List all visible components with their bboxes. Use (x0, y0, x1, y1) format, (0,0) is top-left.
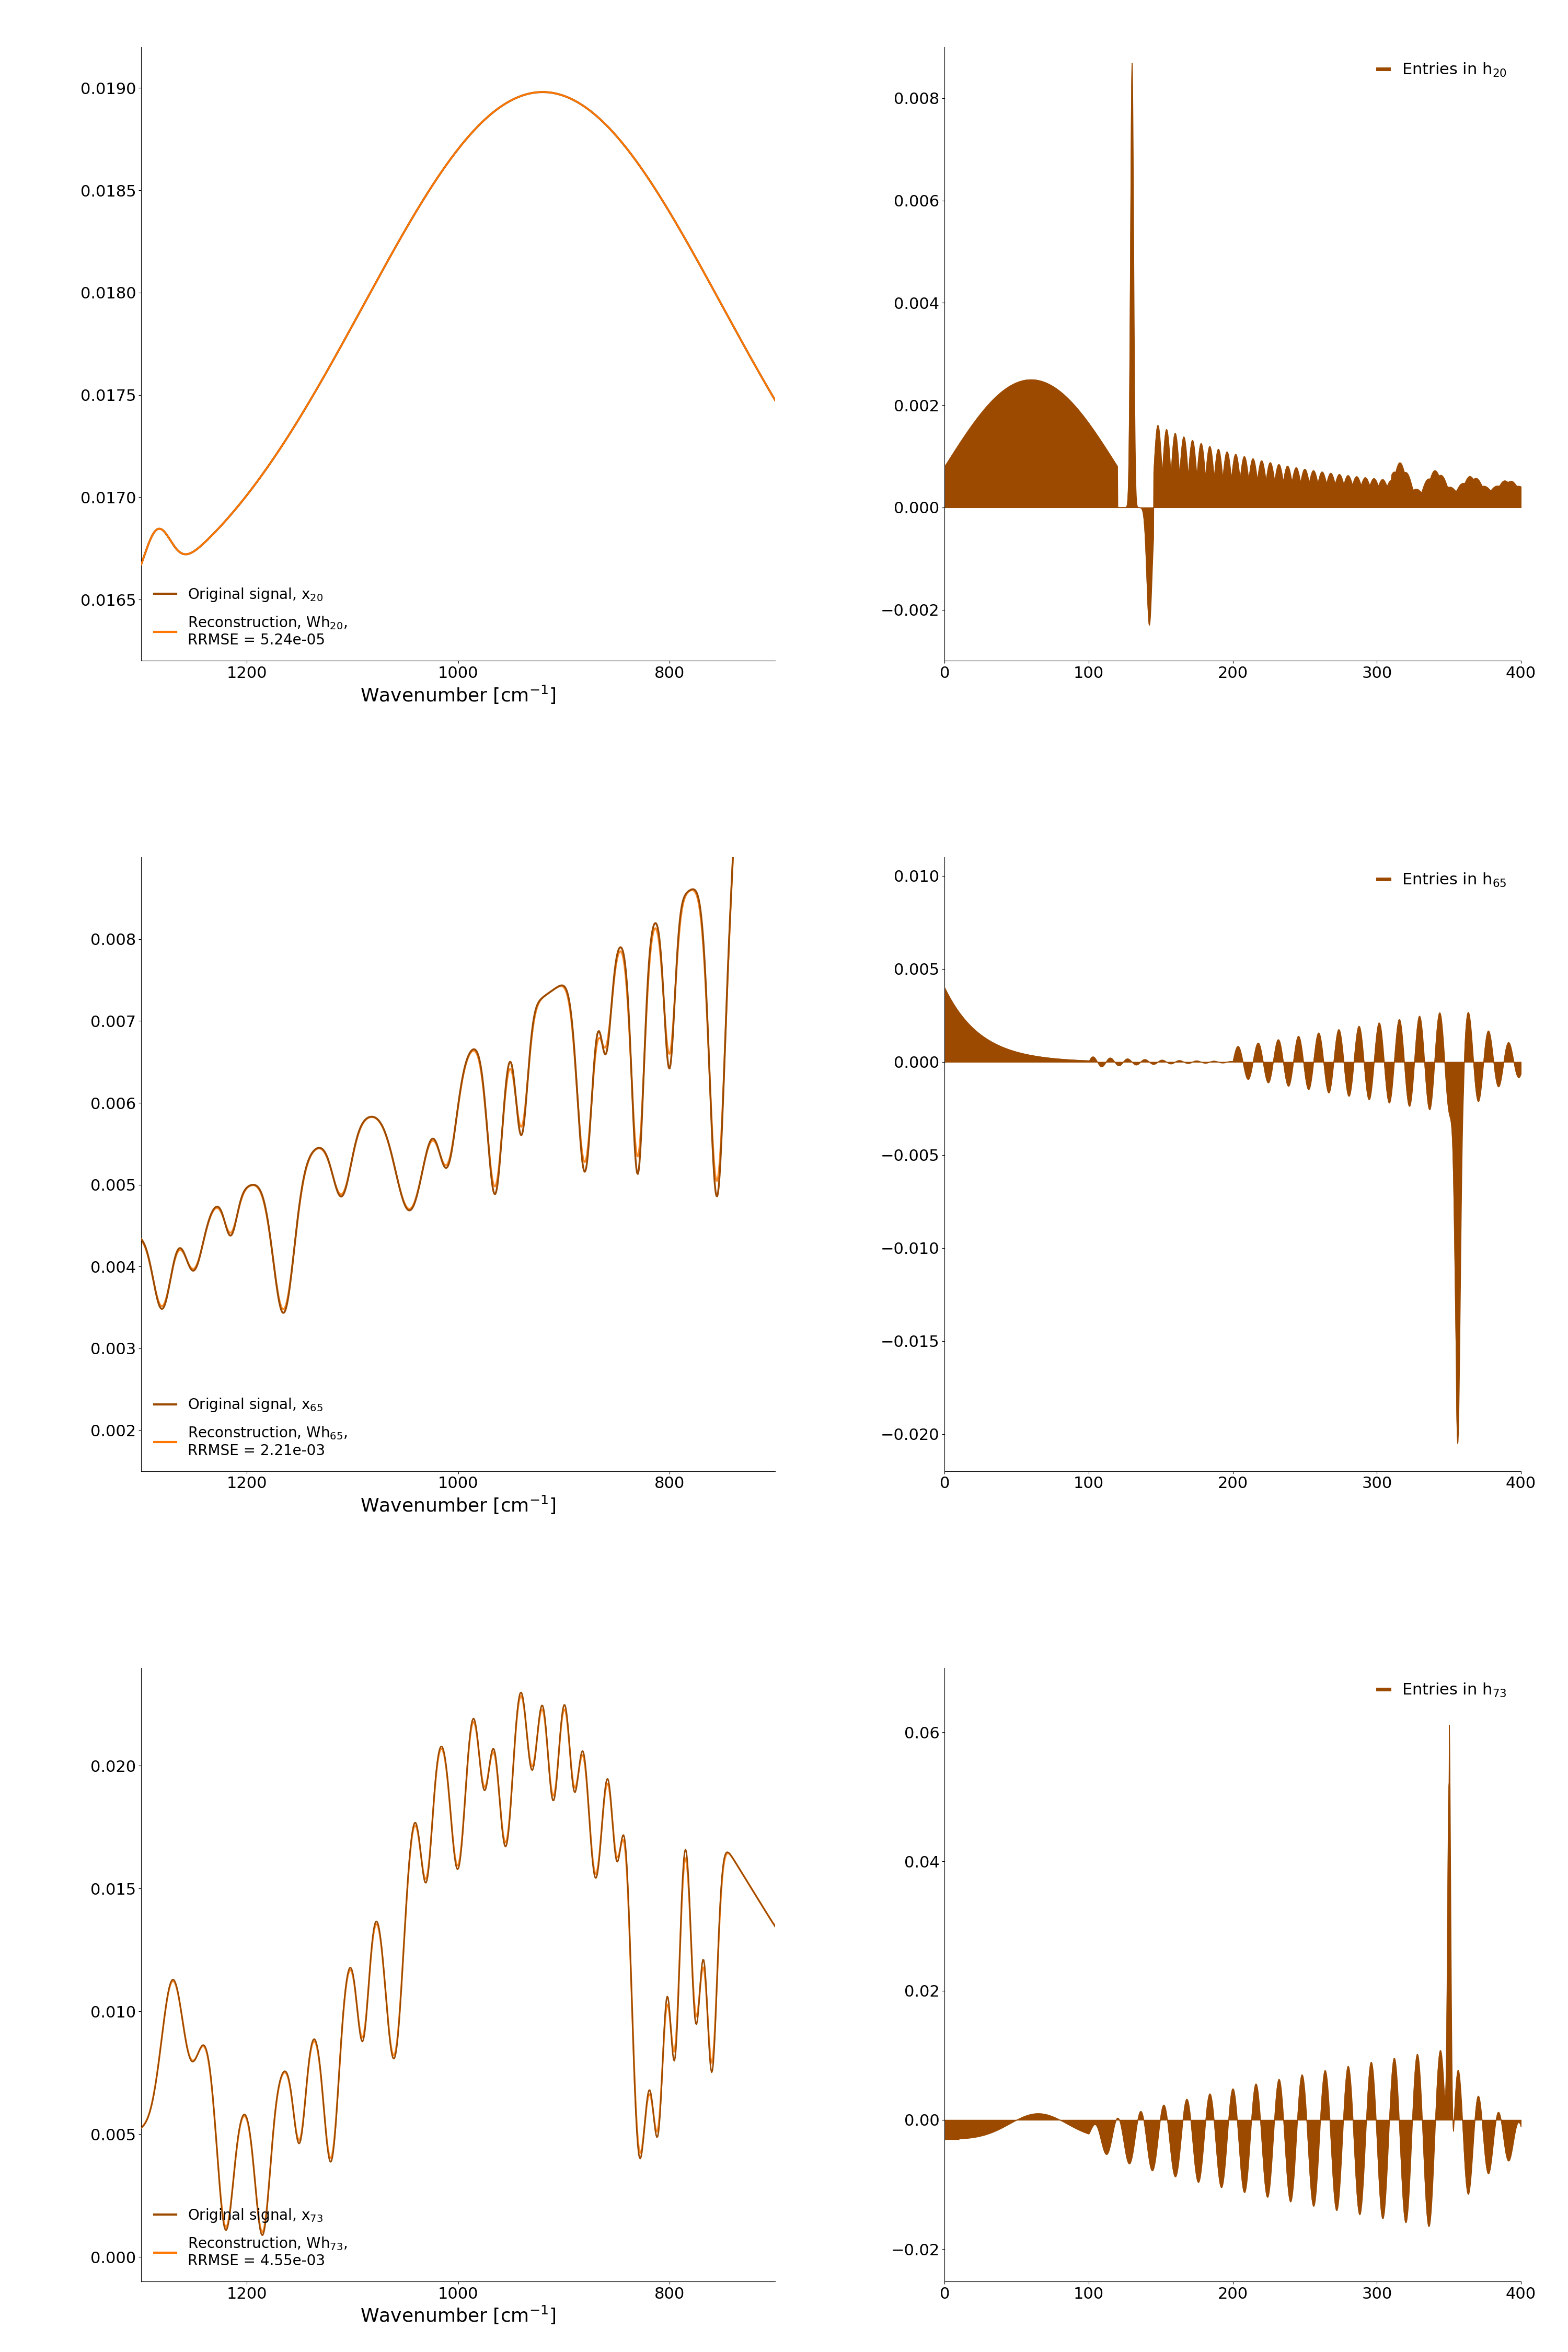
Legend: Original signal, x$_{65}$, Reconstruction, Wh$_{65}$,
RRMSE = 2.21e-03: Original signal, x$_{65}$, Reconstructio… (149, 1390, 353, 1463)
Legend: Entries in h$_{73}$: Entries in h$_{73}$ (1372, 1675, 1513, 1705)
X-axis label: Wavenumber [cm$^{-1}$]: Wavenumber [cm$^{-1}$] (361, 684, 557, 706)
X-axis label: Wavenumber [cm$^{-1}$]: Wavenumber [cm$^{-1}$] (361, 1494, 557, 1515)
Legend: Original signal, x$_{73}$, Reconstruction, Wh$_{73}$,
RRMSE = 4.55e-03: Original signal, x$_{73}$, Reconstructio… (149, 2201, 353, 2274)
Legend: Entries in h$_{20}$: Entries in h$_{20}$ (1372, 54, 1513, 85)
Legend: Original signal, x$_{20}$, Reconstruction, Wh$_{20}$,
RRMSE = 5.24e-05: Original signal, x$_{20}$, Reconstructio… (149, 581, 353, 654)
X-axis label: Wavenumber [cm$^{-1}$]: Wavenumber [cm$^{-1}$] (361, 2305, 557, 2326)
Legend: Entries in h$_{65}$: Entries in h$_{65}$ (1372, 866, 1513, 894)
